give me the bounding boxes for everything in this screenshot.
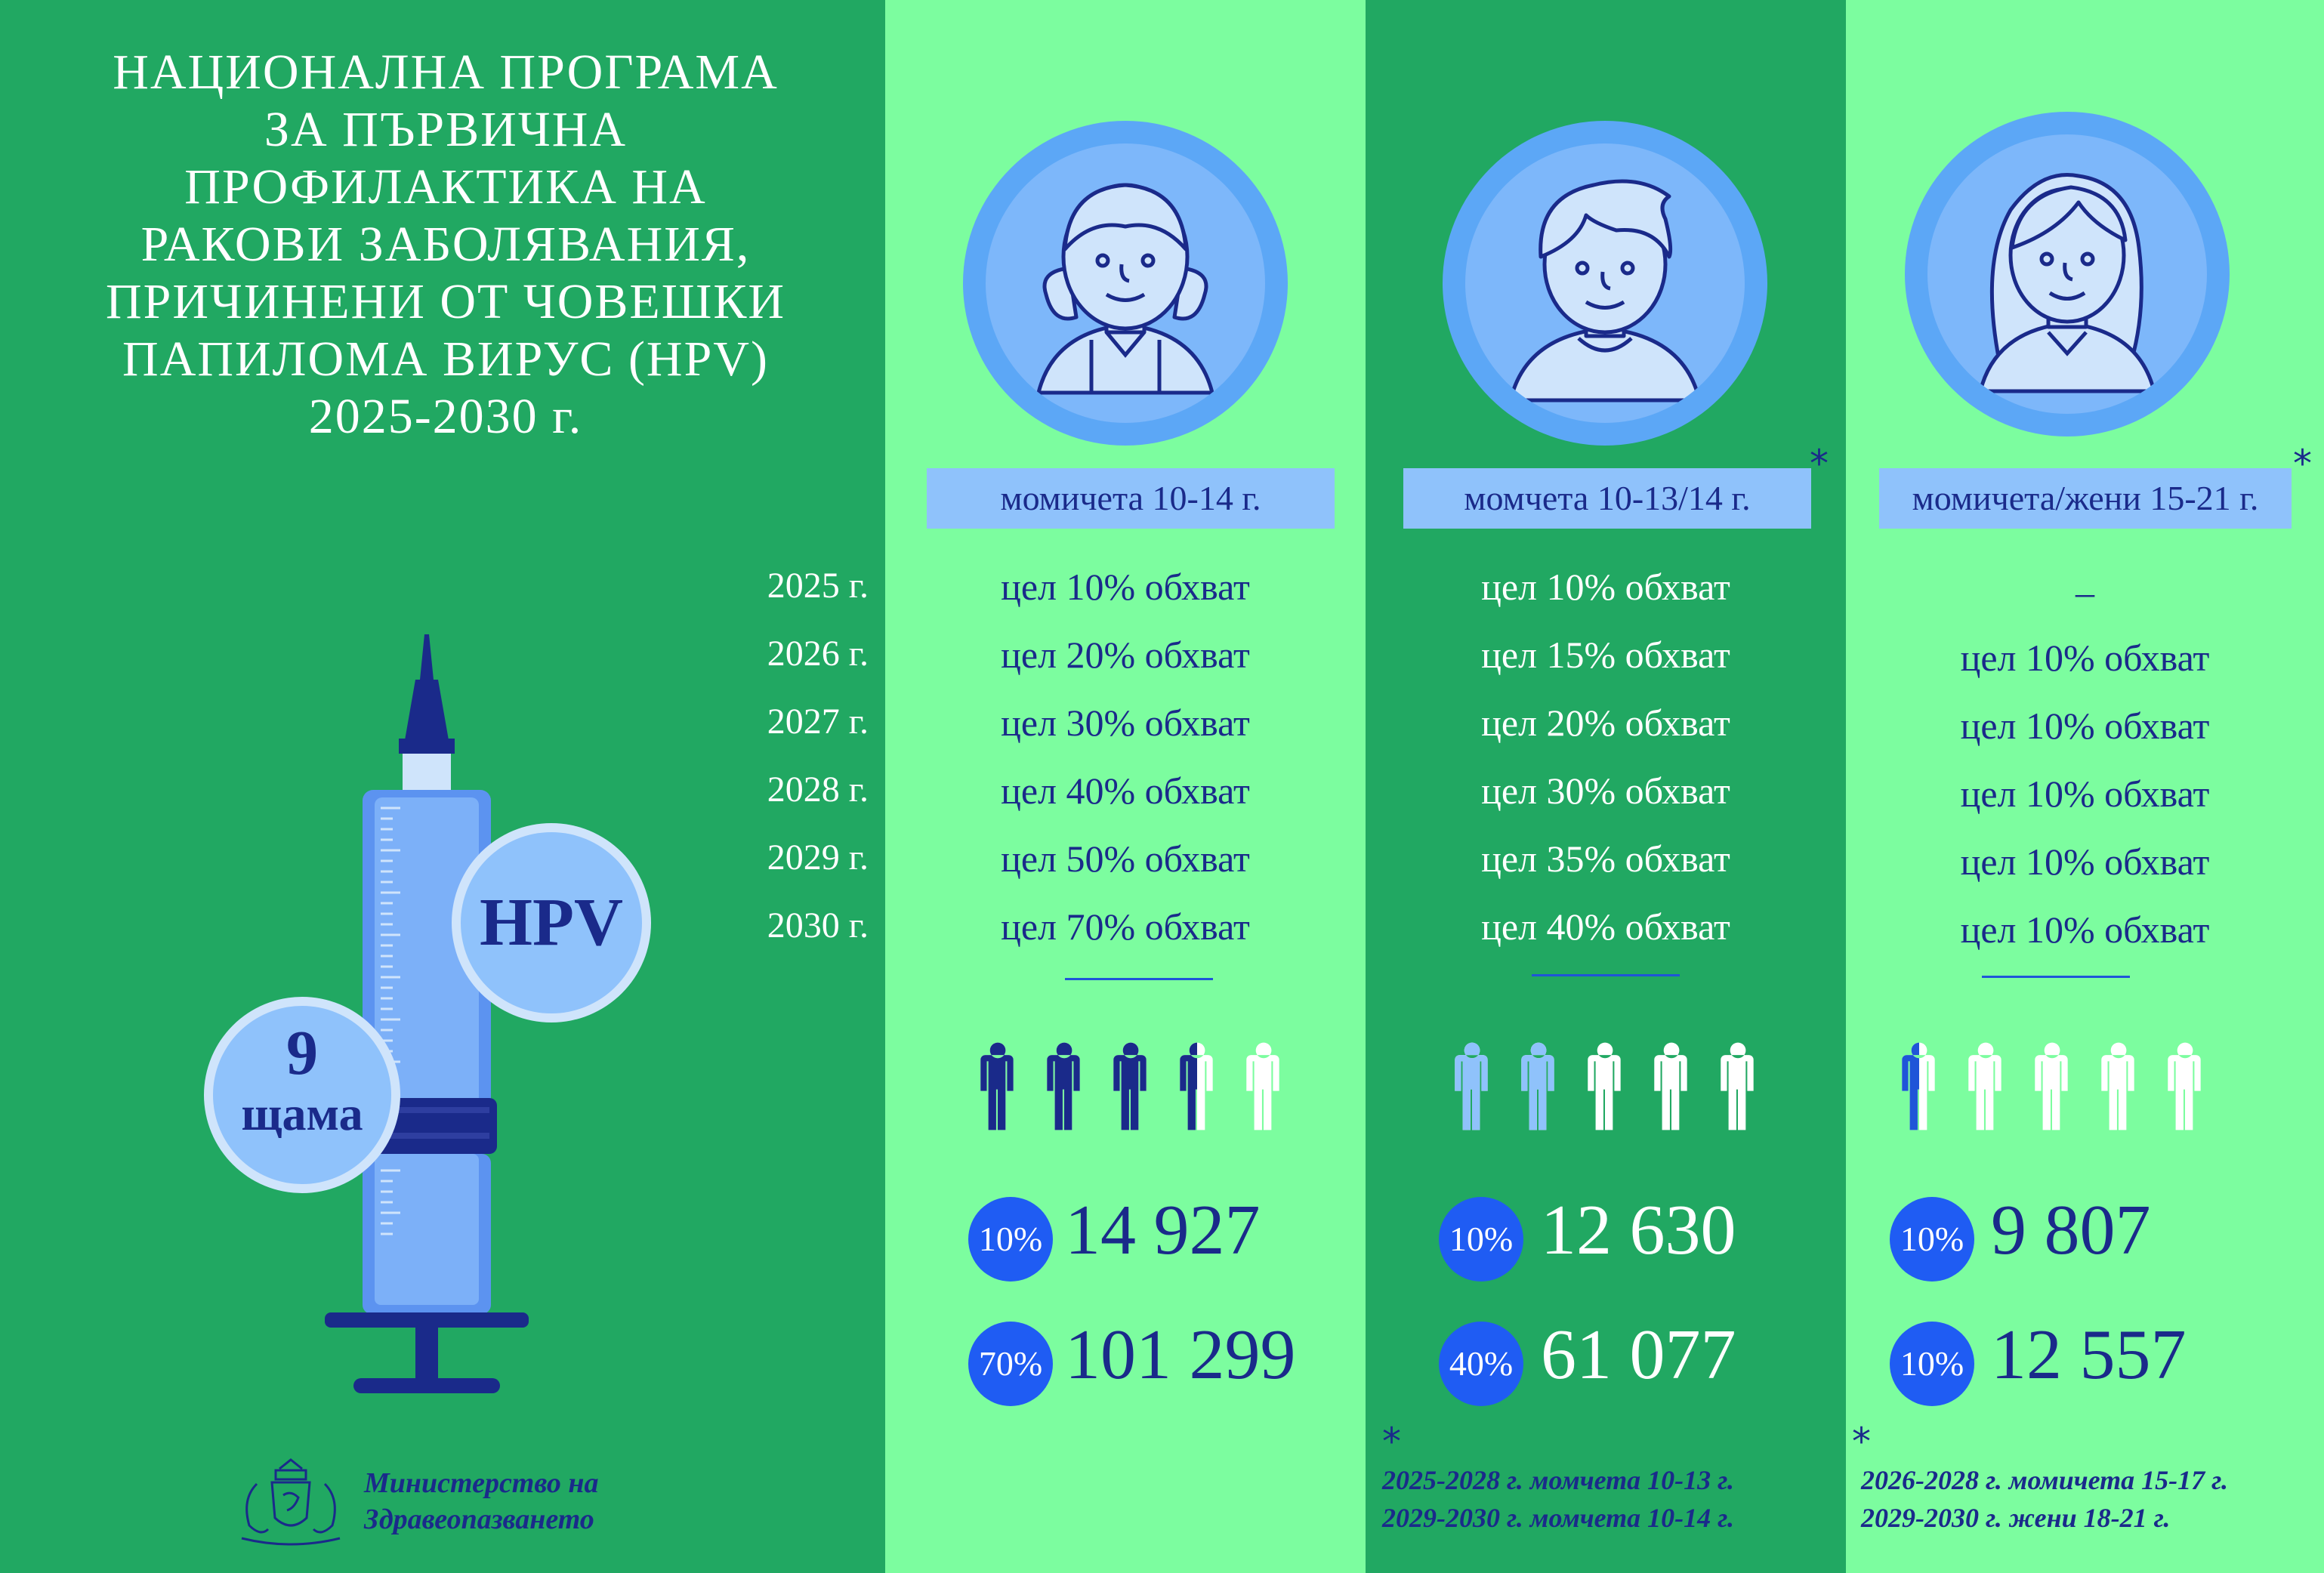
- person-icon: [1721, 1042, 1754, 1130]
- goal-cell: цел 40% обхват: [1001, 770, 1250, 812]
- ministry-name-line1: Министерство на: [364, 1467, 599, 1499]
- footnote-marker: *: [1810, 442, 1829, 486]
- woman-avatar: [1905, 112, 2230, 436]
- title-line: НАЦИОНАЛНА ПРОГРАМА: [113, 45, 779, 100]
- beneficiary-count: 12 557: [1991, 1315, 2187, 1394]
- divider: [1065, 978, 1213, 980]
- person-icon: [1654, 1042, 1687, 1130]
- person-icon: [1902, 1042, 1935, 1130]
- person-icon: [1455, 1042, 1488, 1130]
- goal-cell: цел 70% обхват: [1001, 905, 1250, 948]
- year-label: 2028 г.: [767, 770, 869, 810]
- goal-cell: цел 50% обхват: [1001, 837, 1250, 880]
- coat-of-arms-icon: [241, 1458, 341, 1546]
- boy-face-icon: [1508, 179, 1702, 403]
- person-icon: [1113, 1042, 1147, 1130]
- girl-avatar: [963, 121, 1288, 446]
- hpv-badge: HPV: [452, 823, 651, 1022]
- goal-cell: цел 10% обхват: [1960, 705, 2210, 747]
- goal-cell: цел 15% обхват: [1481, 634, 1730, 676]
- goal-cell: цел 20% обхват: [1001, 634, 1250, 676]
- percent-badge: 70%: [968, 1322, 1053, 1406]
- strains-badge: 9 щама: [204, 997, 400, 1193]
- title-line: ПРОФИЛАКТИКА НА: [184, 159, 707, 214]
- person-icon: [1246, 1042, 1279, 1130]
- title-line: ПРИЧИНЕНИ ОТ ЧОВЕШКИ: [105, 274, 786, 329]
- girl-face-icon: [1036, 183, 1214, 395]
- goal-cell: цел 10% обхват: [1001, 566, 1250, 608]
- person-icon: [1521, 1042, 1554, 1130]
- footnote-marker: *: [2293, 442, 2312, 486]
- strains-label: щама: [241, 1087, 363, 1140]
- title-line: ЗА ПЪРВИЧНА: [264, 102, 628, 157]
- beneficiary-count: 12 630: [1541, 1191, 1736, 1269]
- percent-badge: 10%: [968, 1197, 1053, 1282]
- strains-number: 9: [286, 1018, 318, 1088]
- person-icon: [1180, 1042, 1213, 1130]
- footnote-line: 2025-2028 г. момчета 10-13 г.: [1382, 1465, 1734, 1495]
- goal-cell: цел 30% обхват: [1481, 770, 1730, 812]
- person-icon: [1047, 1042, 1080, 1130]
- goal-cell: цел 40% обхват: [1481, 905, 1730, 948]
- goal-cell: цел 10% обхват: [1960, 773, 2210, 815]
- title-line: РАКОВИ ЗАБОЛЯВАНИЯ,: [140, 217, 751, 272]
- percent-badge: 10%: [1890, 1322, 1974, 1406]
- boy-avatar: [1443, 121, 1767, 446]
- percent-badge: 40%: [1439, 1322, 1523, 1406]
- person-icon: [2168, 1042, 2201, 1130]
- footnote-line: 2029-2030 г. жени 18-21 г.: [1861, 1503, 2171, 1533]
- group-label: момчета 10-13/14 г.: [1403, 468, 1811, 529]
- footnote-line: 2026-2028 г. момичета 15-17 г.: [1861, 1465, 2228, 1495]
- goal-cell: цел 30% обхват: [1001, 702, 1250, 744]
- page-title: НАЦИОНАЛНА ПРОГРАМА ЗА ПЪРВИЧНА ПРОФИЛАК…: [30, 44, 861, 446]
- percent-badge: 10%: [1439, 1197, 1523, 1282]
- beneficiary-count: 14 927: [1065, 1191, 1261, 1269]
- title-line: 2025-2030 г.: [308, 389, 583, 444]
- beneficiary-count: 9 807: [1991, 1191, 2151, 1269]
- goal-cell: цел 10% обхват: [1960, 840, 2210, 883]
- syringe-illustration: [325, 634, 529, 1393]
- percent-badge: 10%: [1890, 1197, 1974, 1282]
- goal-cell: цел 20% обхват: [1481, 702, 1730, 744]
- footnote-marker: *: [1382, 1420, 1401, 1464]
- group-label: момичета/жени 15-21 г.: [1879, 468, 2292, 529]
- beneficiary-count: 101 299: [1065, 1315, 1296, 1394]
- title-line: ПАПИЛОМА ВИРУС (HPV): [122, 332, 769, 387]
- goal-cell: цел 10% обхват: [1960, 637, 2210, 679]
- person-icon: [1968, 1042, 2001, 1130]
- group-label: момичета 10-14 г.: [927, 468, 1335, 529]
- person-icon: [980, 1042, 1014, 1130]
- year-label: 2030 г.: [767, 905, 869, 945]
- goal-cell: цел 10% обхват: [1960, 908, 2210, 951]
- woman-face-icon: [1978, 173, 2156, 393]
- person-icon: [1588, 1042, 1621, 1130]
- goal-cell: цел 35% обхват: [1481, 837, 1730, 880]
- ministry-name-line2: Здравеопазването: [364, 1504, 594, 1535]
- person-icon: [2101, 1042, 2134, 1130]
- year-label: 2026 г.: [767, 634, 869, 674]
- beneficiary-count: 61 077: [1541, 1315, 1736, 1394]
- year-label: 2025 г.: [767, 566, 869, 606]
- hpv-badge-text: HPV: [480, 885, 623, 960]
- divider: [1982, 976, 2130, 978]
- person-icon: [2035, 1042, 2068, 1130]
- footnote-line: 2029-2030 г. момчета 10-14 г.: [1382, 1503, 1734, 1533]
- divider: [1532, 974, 1680, 976]
- goal-cell: цел 10% обхват: [1481, 566, 1730, 608]
- goal-cell: –: [2076, 571, 2094, 613]
- footnote-marker: *: [1852, 1420, 1871, 1464]
- year-label: 2029 г.: [767, 837, 869, 877]
- year-label: 2027 г.: [767, 702, 869, 742]
